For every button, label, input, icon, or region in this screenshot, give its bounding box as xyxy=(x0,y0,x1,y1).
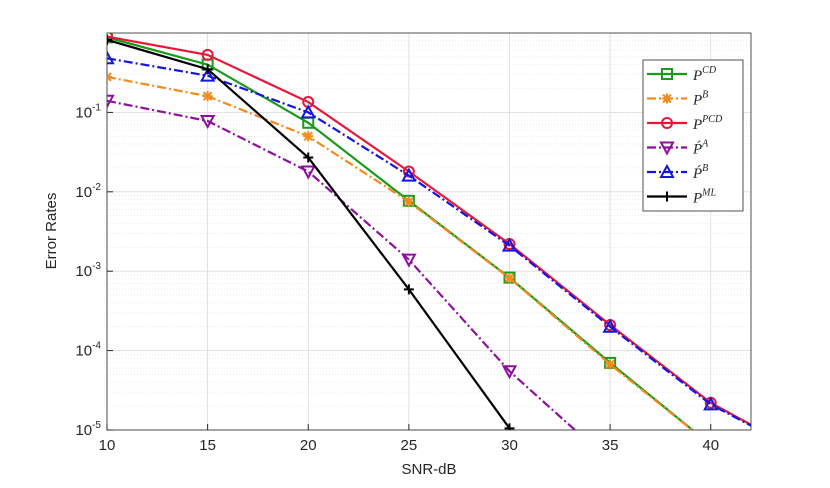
marker xyxy=(604,457,616,468)
marker xyxy=(403,284,414,295)
y-tick-label: 10-5 xyxy=(75,420,101,439)
axes-box xyxy=(106,32,752,431)
x-tick-label: 20 xyxy=(300,437,317,454)
x-tick-label: 30 xyxy=(501,437,518,454)
x-tick-label: 25 xyxy=(401,437,418,454)
x-tick-label: 15 xyxy=(199,437,216,454)
marker xyxy=(107,94,115,109)
x-axis-label: SNR-dB xyxy=(401,461,456,478)
marker xyxy=(703,396,719,411)
marker xyxy=(605,359,616,370)
marker xyxy=(107,33,113,43)
marker xyxy=(661,68,673,80)
marker xyxy=(201,48,214,61)
marker xyxy=(300,104,316,119)
legend-box xyxy=(642,59,744,212)
marker xyxy=(662,191,672,202)
marker xyxy=(107,50,115,65)
marker xyxy=(661,117,673,129)
marker xyxy=(501,365,518,380)
series-line xyxy=(107,35,751,426)
marker xyxy=(504,273,515,284)
marker xyxy=(303,131,314,142)
y-tick-label: 10-2 xyxy=(75,182,101,201)
marker xyxy=(659,141,675,156)
marker xyxy=(504,423,515,430)
marker xyxy=(501,237,518,252)
series-line xyxy=(107,99,577,430)
x-tick-label: 40 xyxy=(702,437,719,454)
marker xyxy=(403,196,414,207)
plot-content xyxy=(107,33,817,468)
marker xyxy=(199,114,216,130)
y-axis-label: Error Rates xyxy=(43,193,60,270)
marker xyxy=(805,452,817,463)
marker xyxy=(303,152,314,163)
marker xyxy=(199,67,216,82)
marker xyxy=(662,93,672,104)
marker xyxy=(202,64,213,75)
y-tick-label: 10-4 xyxy=(75,341,101,360)
y-tick-label: 10-3 xyxy=(75,261,101,280)
marker xyxy=(806,453,816,463)
marker xyxy=(202,91,213,102)
y-tick-label: 10-1 xyxy=(75,102,101,121)
series-line xyxy=(107,57,751,427)
marker xyxy=(659,163,675,178)
x-tick-label: 10 xyxy=(99,437,116,454)
marker xyxy=(107,71,112,82)
x-tick-label: 35 xyxy=(602,437,619,454)
marker xyxy=(401,253,417,268)
marker xyxy=(107,34,112,45)
marker xyxy=(401,167,417,182)
marker xyxy=(602,318,618,333)
marker xyxy=(300,165,316,180)
